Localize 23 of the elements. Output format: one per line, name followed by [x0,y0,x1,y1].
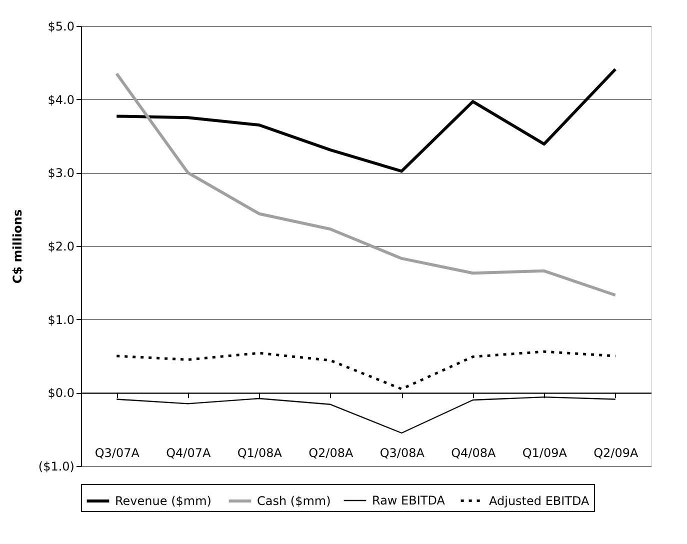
x-tick-label: Q1/09A [522,446,568,460]
y-tick-label: ($1.0) [38,460,74,474]
legend-label: Revenue ($mm) [115,494,212,508]
line-series [115,72,617,297]
legend-label: Cash ($mm) [257,494,331,508]
x-tick-label: Q3/07A [94,446,140,460]
y-tick-label: $5.0 [48,20,74,34]
y-tick-label: $2.0 [48,240,74,254]
line-series [115,350,617,390]
y-axis-title: C$ millions [10,209,24,284]
x-tick-label: Q2/09A [594,446,639,460]
legend-label: Raw EBITDA [372,494,446,508]
x-tick-label: Q1/08A [237,446,283,460]
y-tick-label: $0.0 [48,386,74,400]
x-tick-label: Q2/08A [308,446,354,460]
y-tick-label: $1.0 [48,312,74,327]
x-tick-label: Q4/07A [166,446,212,460]
y-tick-label: $4.0 [48,92,74,107]
x-tick-label: Q4/08A [451,446,496,460]
legend-label: Adjusted EBITDA [489,494,590,508]
line-series [115,68,617,173]
x-tick-label: Q3/08A [380,446,426,460]
y-tick-label: $3.0 [48,166,74,180]
